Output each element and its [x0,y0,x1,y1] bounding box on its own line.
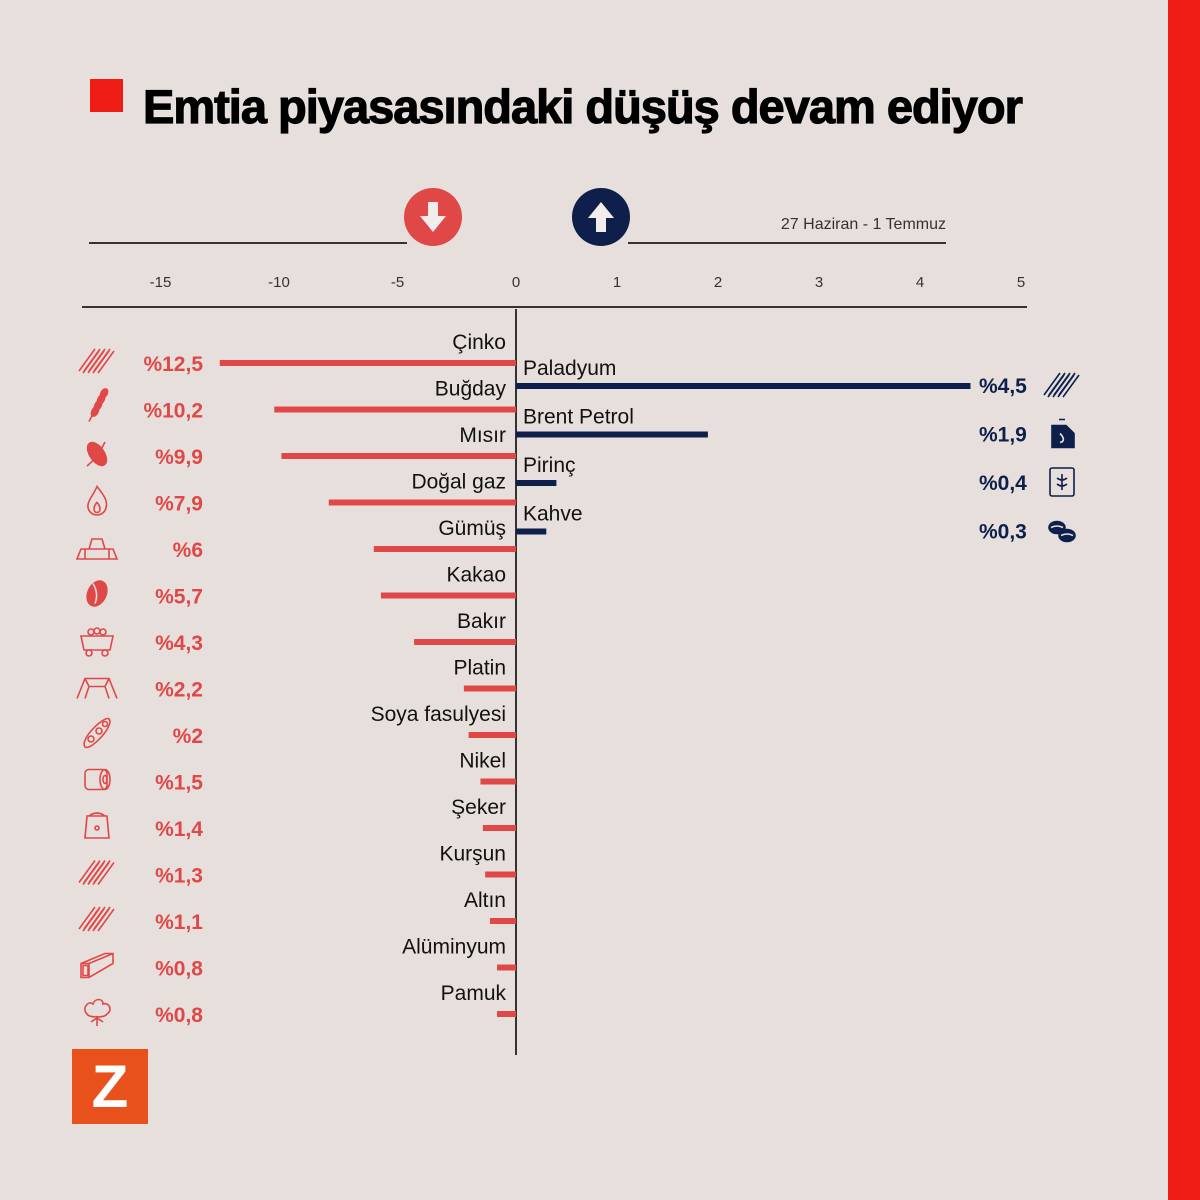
logo: Z [72,1049,148,1124]
tick-label: -10 [268,274,290,291]
category-label: Pamuk [441,982,507,1005]
bar-kakao [380,592,516,599]
bar-bakır [414,639,516,645]
bar-kurşun [485,871,516,878]
page-title: Emtia piyasasındaki düşüş devam ediyor [142,79,1023,133]
beam-icon [80,952,114,979]
bar-paladyum [516,383,971,389]
category-label: Buğday [435,378,507,401]
category-label: Gümüş [438,517,506,540]
bar-şeker [482,825,516,831]
category-label: Alüminyum [402,936,506,959]
category-label: Doğal gaz [411,471,506,494]
down-arrow-icon [404,188,462,246]
bar-nikel [480,778,516,785]
tick-label: 4 [916,274,924,291]
value-label: %5,7 [155,586,203,609]
divider-left [89,242,407,244]
category-label: Bakır [457,610,506,633]
tick-label: -15 [150,274,172,291]
coil-icon [84,768,111,791]
divider-right [628,242,946,244]
bar-soya-fasulyesi [468,732,516,738]
coffee-beans-icon [1048,520,1076,543]
value-label: %1,1 [155,911,203,934]
value-label: %10,2 [143,400,203,423]
category-label: Çinko [452,331,506,354]
category-label: Kurşun [439,843,506,866]
bar-alüminyum [497,964,516,971]
bar-pamuk [497,1011,516,1017]
metal-bars-icon [1043,372,1080,398]
tick-label: 1 [613,274,621,291]
wheat-icon [88,388,109,422]
category-label: Soya fasulyesi [371,703,506,726]
date-range: 27 Haziran - 1 Temmuz [780,216,946,233]
category-label: Kakao [446,564,506,587]
rice-sack-icon [1049,467,1075,497]
ingots-icon [75,538,119,560]
value-label: %4,5 [979,375,1027,398]
category-label: Brent Petrol [523,406,634,429]
value-label: %1,9 [979,424,1027,447]
category-label: Şeker [451,796,506,819]
value-label: %0,3 [979,521,1027,544]
category-label: Altın [464,889,506,912]
ingot-icon [76,677,118,699]
value-label: %0,4 [979,472,1027,495]
value-label: %1,4 [155,818,203,841]
value-label: %1,3 [155,865,203,888]
metal-bars-icon [78,906,115,932]
tick-label: 0 [512,274,520,291]
value-label: %0,8 [155,1004,203,1027]
corn-icon [86,441,108,467]
bar-buğday [274,406,516,413]
value-label: %9,9 [155,446,203,469]
category-label: Mısır [459,424,506,447]
oil-can-icon [1051,418,1075,449]
category-label: Platin [453,657,506,680]
metal-bars-icon [78,860,115,885]
bar-kahve [516,528,547,535]
tick-label: 2 [714,274,722,291]
bar-altın [489,918,516,924]
bar-pirinç [516,480,557,486]
flame-icon [87,484,108,516]
soybean-icon [83,717,111,748]
mine-cart-icon [80,627,114,657]
category-label: Kahve [523,503,583,526]
accent-stripe [1168,0,1200,1200]
value-label: %2 [173,725,203,748]
value-label: %12,5 [143,353,203,376]
category-label: Paladyum [523,357,616,380]
metal-bars-icon [78,348,115,374]
title-marker [90,79,123,112]
bar-platin [463,685,516,692]
bar-doğal-gaz [328,499,516,506]
bar-mısır [281,453,516,459]
value-label: %4,3 [155,632,203,655]
tick-label: 5 [1017,274,1025,291]
tick-label: -5 [391,274,404,291]
up-arrow-icon [572,188,630,246]
bar-brent-petrol [516,431,708,438]
category-label: Pirinç [523,454,576,477]
bar-gümüş [373,546,516,552]
cocoa-icon [86,580,108,607]
value-label: %1,5 [155,772,203,795]
cotton-icon [84,998,111,1026]
value-label: %6 [173,539,203,562]
bar-çinko [219,360,516,366]
value-label: %2,2 [155,679,203,702]
category-label: Nikel [459,750,506,773]
sack-icon [84,812,110,839]
value-label: %7,9 [155,493,203,516]
value-label: %0,8 [155,958,203,981]
tick-label: 3 [815,274,823,291]
